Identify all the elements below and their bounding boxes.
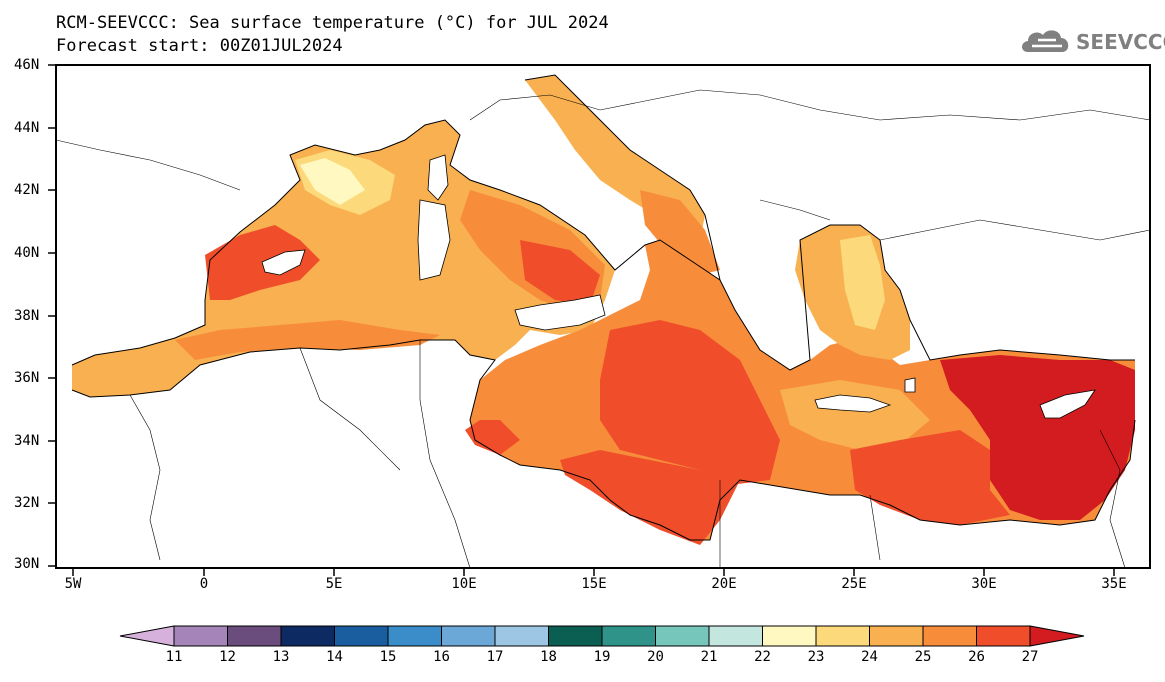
colorbar-label: 12 (219, 649, 236, 665)
corsica-island (427, 154, 449, 201)
lat-label: 42N (14, 182, 40, 198)
lat-label: 38N (14, 308, 40, 324)
colorbar-low-arrow (119, 625, 175, 647)
lon-label: 25E (841, 576, 867, 592)
lon-label: 0 (199, 576, 209, 592)
sardinia-island (417, 199, 451, 281)
colorbar-label: 14 (326, 649, 343, 665)
colorbar-label: 25 (914, 649, 932, 665)
lat-label: 40N (14, 245, 40, 261)
lon-label: 15E (581, 576, 607, 592)
lon-label: 5W (64, 576, 82, 592)
lon-label: 5E (325, 576, 343, 592)
lon-label: 10E (451, 576, 477, 592)
colorbar-cell (548, 625, 603, 647)
lon-label: 30E (971, 576, 997, 592)
colorbar-label: 21 (700, 649, 718, 665)
colorbar-cell (815, 625, 870, 647)
colorbar-label: 19 (593, 649, 611, 665)
colorbar-label: 22 (754, 649, 771, 665)
colorbar-cell (922, 625, 977, 647)
tunisian-coast (465, 420, 520, 455)
colorbar (119, 625, 1085, 647)
seevccc-logo: SEEVCCC (1018, 24, 1165, 58)
adriatic-south (640, 190, 720, 275)
lat-label: 32N (14, 495, 40, 511)
gulf-of-lion-coolest (300, 158, 365, 205)
lat-label: 44N (14, 120, 40, 136)
lon-label: 35E (1101, 576, 1127, 592)
colorbar-label: 24 (861, 649, 878, 665)
colorbar-cell (280, 625, 335, 647)
colorbar-cell (869, 625, 924, 647)
islands (261, 154, 1096, 419)
map-title: RCM-SEEVCCC: Sea surface temperature (°C… (56, 13, 609, 33)
colorbar-label: 11 (165, 649, 183, 665)
colorbar-label: 27 (1021, 649, 1039, 665)
lat-label: 46N (14, 57, 40, 73)
libyan-coast-hot (560, 450, 740, 545)
colorbar-label: 16 (433, 649, 450, 665)
crete-island (814, 394, 892, 413)
lat-ticks (48, 64, 56, 567)
colorbar-cell (173, 625, 228, 647)
lat-label: 36N (14, 370, 40, 386)
lon-ticks (72, 568, 1115, 576)
colorbar-label: 23 (807, 649, 825, 665)
forecast-start-label: Forecast start: 00Z01JUL2024 (56, 36, 343, 56)
colorbar-label: 20 (647, 649, 664, 665)
colorbar-high-arrow (1029, 625, 1085, 647)
colorbar-label: 26 (968, 649, 985, 665)
colorbar-cell (334, 625, 389, 647)
sicily-island (514, 294, 606, 331)
cloud-icon (1022, 30, 1069, 52)
lon-label: 20E (711, 576, 737, 592)
colorbar-label: 17 (486, 649, 504, 665)
colorbar-cell (494, 625, 549, 647)
colorbar-cell (387, 625, 442, 647)
cyprus-island (1039, 389, 1096, 419)
colorbar-label: 13 (272, 649, 290, 665)
colorbar-cell (441, 625, 496, 647)
colorbar-cell (976, 625, 1031, 647)
logo-text: SEEVCCC (1076, 30, 1165, 54)
algerian-coast (175, 320, 440, 360)
colorbar-label: 15 (379, 649, 397, 665)
colorbar-label: 18 (540, 649, 557, 665)
colorbar-cell (227, 625, 282, 647)
rhodes-island (904, 377, 916, 393)
majorca-island (261, 249, 306, 276)
colorbar-cell (762, 625, 817, 647)
aegean-cool (840, 235, 885, 330)
western-med-sea (72, 120, 615, 397)
country-borders (55, 89, 1151, 569)
lat-label: 30N (14, 556, 40, 572)
levant-warm (850, 430, 1010, 525)
colorbar-cell (655, 625, 710, 647)
colorbar-cell (601, 625, 656, 647)
crete-south (780, 380, 930, 450)
sst-field (72, 75, 1135, 545)
coastlines (71, 74, 1136, 541)
colorbar-cell (708, 625, 763, 647)
lat-label: 34N (14, 433, 40, 449)
ionian-hot (600, 320, 780, 485)
tyrrhenian-hot (520, 240, 600, 305)
